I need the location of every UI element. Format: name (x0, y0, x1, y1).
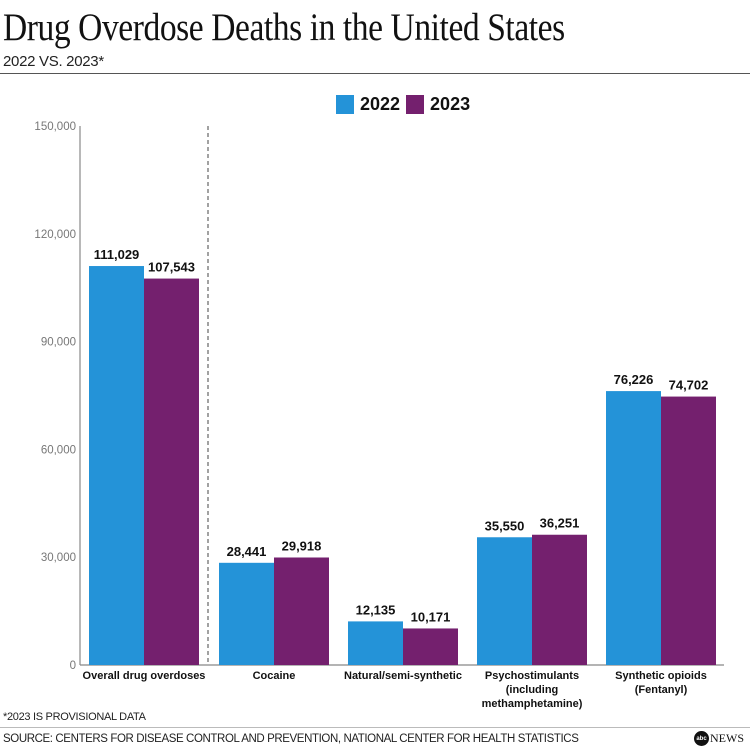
legend: 2022 2023 (336, 94, 476, 115)
bar-2022 (606, 391, 661, 665)
chart-title: Drug Overdose Deaths in the United State… (3, 6, 565, 49)
x-tick-label: Overall drug overdoses (83, 670, 206, 682)
data-label-2023: 36,251 (540, 516, 580, 531)
abc-logo-icon: abc (694, 731, 709, 746)
bar-2023 (403, 628, 458, 665)
data-label-2022: 12,135 (356, 602, 396, 617)
y-tick-label: 90,000 (41, 337, 76, 349)
x-tick-label: methamphetamine) (482, 698, 583, 710)
x-tick-label: Synthetic opioids (615, 670, 707, 682)
y-tick-label: 60,000 (41, 444, 76, 456)
header-divider (0, 73, 750, 74)
footnote: *2023 IS PROVISIONAL DATA (3, 711, 146, 723)
bar-2023 (661, 396, 716, 665)
y-tick-label: 150,000 (34, 121, 76, 133)
chart-subtitle: 2022 VS. 2023* (3, 53, 104, 70)
bar-2022 (348, 621, 403, 665)
x-tick-label: Cocaine (253, 670, 296, 682)
data-label-2022: 28,441 (227, 544, 267, 559)
legend-swatch-2023 (406, 95, 425, 114)
data-label-2023: 10,171 (411, 609, 451, 624)
data-label-2023: 107,543 (148, 260, 195, 275)
bar-2022 (477, 537, 532, 665)
y-tick-label: 0 (70, 660, 76, 672)
legend-item-2022: 2022 (336, 94, 400, 115)
bar-2023 (532, 534, 587, 665)
legend-swatch-2022 (336, 95, 354, 114)
x-tick-label: (Fentanyl) (635, 684, 688, 696)
data-label-2022: 35,550 (485, 518, 525, 533)
bar-2022 (219, 562, 274, 665)
data-label-2023: 74,702 (669, 378, 709, 393)
data-label-2023: 29,918 (282, 538, 322, 553)
abc-news-logo: abc NEWS (694, 731, 744, 746)
data-label-2022: 76,226 (614, 372, 654, 387)
legend-label-2023: 2023 (430, 94, 471, 114)
x-tick-label: Psychostimulants (485, 670, 579, 682)
bar-2022 (89, 266, 144, 665)
source-note: SOURCE: CENTERS FOR DISEASE CONTROL AND … (3, 733, 579, 745)
footer-divider (0, 727, 750, 728)
y-tick-label: 120,000 (34, 229, 76, 241)
legend-label-2022: 2022 (360, 94, 401, 114)
bar-2023 (144, 278, 199, 665)
logo-text: NEWS (710, 731, 744, 745)
bar-2023 (274, 557, 329, 665)
legend-item-2023: 2023 (406, 94, 470, 115)
x-tick-label: Natural/semi-synthetic (344, 670, 462, 682)
data-label-2022: 111,029 (94, 247, 140, 262)
y-tick-label: 30,000 (41, 552, 76, 564)
x-tick-label: (including (506, 684, 559, 696)
